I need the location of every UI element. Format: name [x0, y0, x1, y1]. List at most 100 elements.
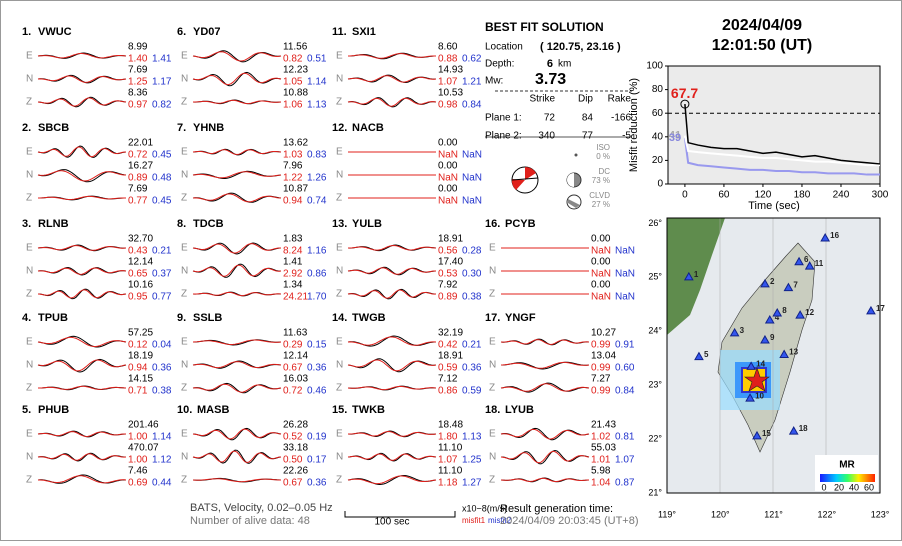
waveform-synthetic: [192, 450, 282, 464]
station-marker: [764, 314, 775, 324]
waveform-synthetic: [192, 51, 282, 62]
misfit2: 0.37: [152, 269, 172, 280]
misfit1: 0.95: [128, 292, 148, 303]
y-tick-label: 80: [652, 84, 664, 95]
station-marker: [694, 351, 704, 361]
misfit2: 0.82: [152, 100, 172, 111]
misfit2: 0.91: [615, 340, 635, 351]
station-number: 5: [704, 350, 709, 359]
component: E: [181, 337, 188, 348]
component: Z: [26, 193, 32, 204]
dc-icon: [566, 172, 582, 188]
waveform-synthetic: [347, 453, 437, 461]
misfit2: 1.16: [307, 246, 327, 257]
station-marker: [745, 393, 755, 402]
waveform-synthetic: [500, 361, 590, 369]
plane-value: -166: [611, 113, 631, 124]
misfit1: 0.71: [128, 386, 148, 397]
misfit1: 0.89: [128, 173, 148, 184]
misfit1: 1.01: [591, 455, 611, 466]
scale-bar: [344, 511, 456, 518]
misfit1: 1.02: [591, 432, 611, 443]
misfit1: 0.77: [128, 196, 148, 207]
component: N: [26, 170, 33, 181]
amplitude: 11.10: [438, 443, 463, 454]
misfit1: NaN: [438, 150, 458, 161]
component: N: [336, 170, 343, 181]
station-marker: [760, 278, 770, 288]
map-x-tick-label: 123°: [871, 509, 890, 519]
component: Z: [26, 383, 32, 394]
amplitude: 10.27: [591, 328, 616, 339]
waveform-synthetic: [347, 385, 437, 391]
colorbar-label: 40: [849, 482, 859, 492]
component: N: [489, 452, 496, 463]
misfit1: 0.52: [283, 432, 303, 443]
misfit1: NaN: [438, 196, 458, 207]
amplitude: 10.87: [283, 184, 308, 195]
misfit1: 0.82: [283, 54, 303, 65]
station-number: 8: [782, 306, 787, 315]
y-tick-label: 0: [657, 179, 663, 190]
misfit2: 0.87: [615, 478, 635, 489]
amplitude: 7.92: [438, 280, 458, 291]
plane-label: Plane 1:: [485, 113, 522, 124]
station-name: YNGF: [505, 312, 536, 324]
station-name: YHNB: [193, 122, 224, 134]
component: Z: [489, 475, 495, 486]
station-id: 8.: [177, 218, 186, 230]
misfit1: 1.80: [438, 432, 458, 443]
station-number: 11: [815, 259, 824, 268]
plane-header: Rake: [608, 94, 632, 105]
misfit2: 0.15: [307, 340, 327, 351]
station-number: 18: [799, 424, 808, 433]
amplitude: 32.19: [438, 328, 463, 339]
component: N: [26, 74, 33, 85]
misfit1: 24.21: [283, 292, 308, 303]
misfit1: 0.67: [283, 478, 303, 489]
amplitude: 11.56: [283, 42, 308, 53]
misfit2: 1.14: [307, 77, 327, 88]
station-name: SXI1: [352, 26, 376, 38]
component: Z: [26, 289, 32, 300]
amplitude: 1.34: [283, 280, 303, 291]
station-id: 12.: [332, 122, 347, 134]
plane-header: Dip: [578, 94, 593, 105]
component-name: DC: [598, 167, 610, 176]
generated-label: Result generation time:: [500, 503, 613, 515]
misfit1: 0.94: [283, 196, 303, 207]
waveform-synthetic: [348, 430, 437, 437]
station-number: 12: [805, 308, 814, 317]
component: E: [336, 51, 343, 62]
misfit2: 0.04: [152, 340, 172, 351]
misfit1: 1.07: [438, 77, 458, 88]
waveform-synthetic: [37, 267, 127, 275]
misfit2: 0.44: [152, 478, 172, 489]
plane-value: -5: [622, 131, 631, 142]
component-percent: 0 %: [596, 152, 610, 161]
misfit2: 0.17: [307, 455, 327, 466]
amplitude: 17.40: [438, 257, 463, 268]
misfit2: NaN: [615, 269, 635, 280]
component: Z: [181, 289, 187, 300]
amplitude: 14.93: [438, 65, 463, 76]
waveform-observed: [347, 358, 437, 373]
component: E: [181, 429, 188, 440]
station-id: 5.: [22, 404, 31, 416]
amplitude: 12.23: [283, 65, 308, 76]
amplitude: 7.69: [128, 65, 148, 76]
component: E: [336, 337, 343, 348]
generated: 2024/04/09 20:03:45 (UT+8): [500, 515, 639, 527]
amplitude: 21.43: [591, 420, 616, 431]
station-number: 10: [755, 391, 764, 400]
waveform-synthetic: [192, 171, 282, 179]
component: N: [181, 74, 188, 85]
misfit2: 0.45: [152, 150, 172, 161]
amplitude: 16.27: [128, 161, 153, 172]
misfit1: 0.50: [283, 455, 303, 466]
waveform-observed: [501, 449, 590, 465]
station-marker: [683, 271, 694, 281]
station-id: 4.: [22, 312, 31, 324]
misfit2: 0.83: [307, 150, 327, 161]
station-marker: [752, 430, 762, 440]
